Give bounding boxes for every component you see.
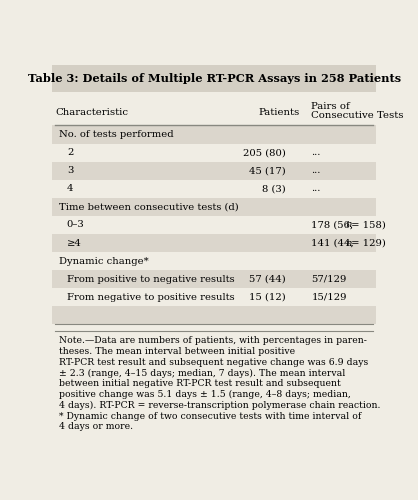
Text: From positive to negative results: From positive to negative results (67, 275, 234, 284)
Text: ...: ... (311, 148, 321, 157)
Text: From negative to positive results: From negative to positive results (67, 293, 234, 302)
Bar (52, 126, 376, 144)
Bar (52, 180, 376, 198)
Text: ≥4: ≥4 (67, 238, 82, 248)
Text: 141 (44,: 141 (44, (311, 238, 357, 248)
Text: n: n (345, 238, 352, 248)
Text: ...: ... (311, 166, 321, 175)
Text: 0–3: 0–3 (67, 220, 84, 230)
Text: 2: 2 (67, 148, 73, 157)
Text: = 158): = 158) (348, 220, 386, 230)
Text: 45 (17): 45 (17) (249, 166, 285, 175)
Text: Patients: Patients (258, 108, 300, 117)
Text: theses. The mean interval between initial positive: theses. The mean interval between initia… (59, 347, 295, 356)
Text: Consecutive Tests: Consecutive Tests (311, 111, 404, 120)
Text: Pairs of: Pairs of (311, 102, 350, 112)
Bar (52, 270, 376, 288)
Bar (52, 306, 376, 324)
Bar (52, 252, 376, 270)
Bar (52, 288, 376, 306)
Text: 178 (56,: 178 (56, (311, 220, 357, 230)
Text: 15/129: 15/129 (311, 293, 347, 302)
Text: ...: ... (311, 184, 321, 194)
Text: Dynamic change*: Dynamic change* (59, 256, 148, 266)
Text: 4: 4 (67, 184, 73, 194)
Bar (52, 234, 376, 252)
Text: Characteristic: Characteristic (56, 108, 128, 117)
Text: 57/129: 57/129 (311, 275, 347, 284)
Text: Time between consecutive tests (d): Time between consecutive tests (d) (59, 202, 239, 211)
Text: Note.—Data are numbers of patients, with percentages in paren-: Note.—Data are numbers of patients, with… (59, 336, 367, 345)
Text: 15 (12): 15 (12) (249, 293, 285, 302)
Bar (52, 198, 376, 216)
Bar (52, 144, 376, 162)
Text: positive change was 5.1 days ± 1.5 (range, 4–8 days; median,: positive change was 5.1 days ± 1.5 (rang… (59, 390, 350, 399)
Text: 57 (44): 57 (44) (249, 275, 285, 284)
Text: No. of tests performed: No. of tests performed (59, 130, 173, 139)
Text: 4 days or more.: 4 days or more. (59, 422, 133, 432)
Text: * Dynamic change of two consecutive tests with time interval of: * Dynamic change of two consecutive test… (59, 412, 361, 420)
Text: 205 (80): 205 (80) (242, 148, 285, 157)
Text: 4 days). RT-PCR = reverse-transcription polymerase chain reaction.: 4 days). RT-PCR = reverse-transcription … (59, 400, 380, 410)
Text: Table 3: Details of Multiple RT-PCR Assays in 258 Patients: Table 3: Details of Multiple RT-PCR Assa… (28, 72, 401, 84)
Bar (52, 216, 376, 234)
Text: RT-PCR test result and subsequent negative change was 6.9 days: RT-PCR test result and subsequent negati… (59, 358, 368, 366)
Text: n: n (345, 220, 352, 230)
Text: 8 (3): 8 (3) (262, 184, 285, 194)
Bar (52, 64, 376, 92)
Bar (52, 162, 376, 180)
Text: ± 2.3 (range, 4–15 days; median, 7 days). The mean interval: ± 2.3 (range, 4–15 days; median, 7 days)… (59, 368, 345, 378)
Text: 3: 3 (67, 166, 73, 175)
Text: = 129): = 129) (348, 238, 386, 248)
Text: between initial negative RT-PCR test result and subsequent: between initial negative RT-PCR test res… (59, 379, 341, 388)
